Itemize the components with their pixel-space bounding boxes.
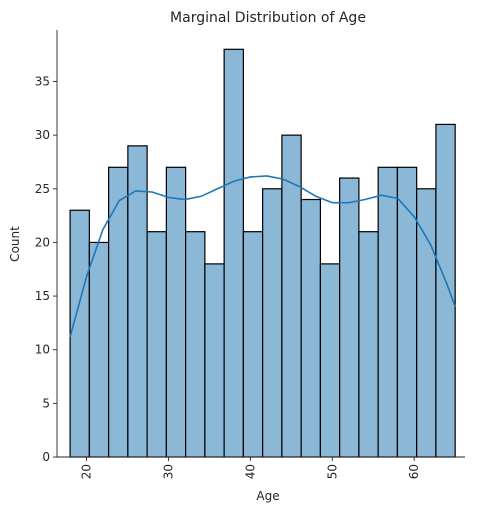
y-axis-label: Count	[8, 226, 22, 262]
x-tick-label: 20	[79, 464, 93, 479]
histogram-bar	[319, 263, 341, 458]
histogram-bar	[127, 145, 148, 458]
histogram-bar	[165, 166, 187, 458]
x-tick-label: 60	[407, 464, 421, 479]
histogram-bar	[223, 48, 244, 458]
histogram-bar	[435, 123, 456, 458]
x-tick-label: 50	[325, 464, 339, 479]
histogram-bar	[396, 166, 418, 458]
histogram-bar	[300, 198, 321, 458]
x-tick-label: 30	[161, 464, 175, 479]
histogram-bar	[339, 177, 360, 458]
y-tick-label: 0	[42, 450, 50, 464]
chart-title: Marginal Distribution of Age	[170, 10, 366, 26]
histogram-bar	[416, 188, 437, 458]
histogram-bar	[69, 209, 90, 458]
histogram-bar	[185, 231, 206, 458]
histogram-bar	[262, 188, 283, 458]
y-tick-label: 30	[35, 128, 50, 142]
x-tick-label: 40	[243, 464, 257, 479]
y-tick-label: 20	[35, 235, 50, 249]
y-axis-ticks: 0 5 10 15 20 25 30 35	[35, 74, 57, 464]
histogram-bar	[377, 166, 399, 458]
histogram-bar	[88, 241, 110, 458]
x-axis-label: Age	[256, 489, 279, 503]
y-tick-label: 5	[42, 396, 50, 410]
histogram-bar	[358, 231, 379, 458]
x-axis-ticks: 20 30 40 50 60	[79, 457, 421, 479]
y-tick-label: 25	[35, 182, 50, 196]
histogram-bar	[146, 231, 167, 458]
y-tick-label: 10	[35, 343, 50, 357]
kde-curve	[69, 175, 456, 338]
y-tick-label: 35	[35, 74, 50, 88]
histogram-bar	[108, 166, 129, 458]
y-tick-label: 15	[35, 289, 50, 303]
histogram-bar	[242, 231, 264, 458]
histogram-bars	[69, 48, 456, 458]
histogram-bar	[204, 263, 225, 458]
